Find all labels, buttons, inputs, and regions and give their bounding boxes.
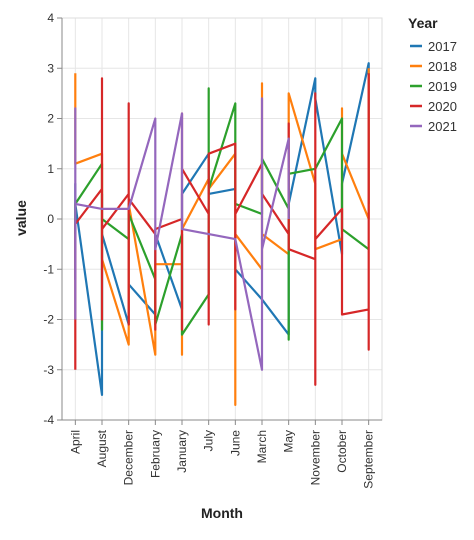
axes: -4 -3 -2 -1 0 1 2 3 4 April August December February… [43,11,382,489]
y-tick-label: 1 [47,162,54,176]
series-line-2019 [74,87,370,341]
y-axis-title: value [13,200,29,236]
y-tick-label: -2 [43,313,54,327]
legend-label-2018: 2018 [428,59,457,74]
x-tick-label: May [282,430,296,453]
x-tick-label: July [202,430,216,451]
series-line-2020 [74,73,370,386]
x-tick-label: December [122,430,136,485]
y-tick-label: 3 [47,61,54,75]
x-tick-label: March [255,430,269,463]
x-axis-title: Month [201,505,243,521]
series-lines [74,62,370,406]
x-tick-label: April [68,430,82,454]
legend-label-2019: 2019 [428,79,457,94]
y-tick-label: 0 [47,212,54,226]
legend-label-2021: 2021 [428,119,457,134]
legend: Year 2017 2018 2019 2020 2021 [408,15,457,134]
y-tick-label: 4 [47,11,54,25]
x-tick-label: August [95,429,109,467]
x-tick-label: November [308,430,322,485]
x-tick-label: January [175,430,189,473]
y-tick-label: -3 [43,363,54,377]
x-tick-label: October [335,430,349,473]
y-tick-label: -4 [43,413,54,427]
legend-label-2017: 2017 [428,39,457,54]
y-tick-label: -1 [43,262,54,276]
x-tick-label: September [362,430,376,489]
y-tick-label: 2 [47,112,54,126]
x-tick-label: February [148,430,162,478]
series-line-2021 [74,97,290,371]
legend-label-2020: 2020 [428,99,457,114]
legend-title: Year [408,15,438,31]
x-tick-label: June [228,430,242,456]
